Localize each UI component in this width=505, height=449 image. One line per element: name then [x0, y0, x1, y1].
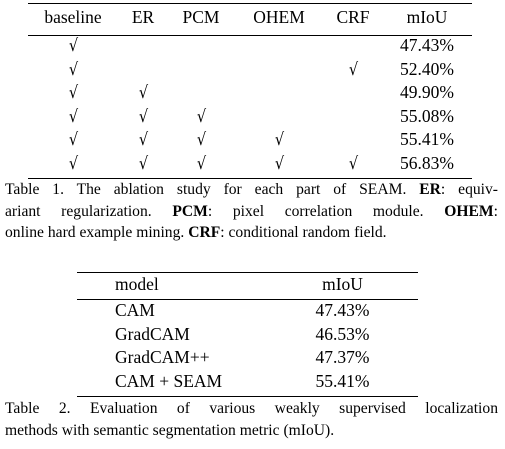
checkmark-icon: √: [138, 83, 148, 104]
table1-header-row: baseline ER PCM OHEM CRF mIoU: [28, 0, 472, 34]
header-model: model: [115, 274, 159, 294]
table1-miou-cell: 47.43%: [400, 35, 454, 56]
checkmark-icon: √: [68, 59, 78, 80]
table1-cell: √: [168, 152, 234, 176]
table2-miou-cell: 55.41%: [315, 370, 370, 391]
table2-row: GradCAM++ 47.37%: [77, 346, 418, 370]
caption-term-ohem: OHEM: [444, 202, 494, 220]
table1-header-rule: [28, 35, 472, 36]
table1-cell: √: [234, 152, 324, 176]
table2-model-cell: GradCAM++: [115, 347, 210, 368]
table1-cell: [234, 81, 324, 105]
table1-cell: [168, 58, 234, 82]
table1-cell: [324, 81, 382, 105]
table1-cell: [324, 34, 382, 58]
header-pcm: PCM: [182, 6, 220, 27]
checkmark-icon: √: [274, 130, 284, 151]
table2-caption: Table 2. Evaluation of various weakly su…: [5, 400, 498, 439]
checkmark-icon: √: [348, 59, 358, 80]
table1-miou-cell: 55.08%: [400, 105, 454, 126]
checkmark-icon: √: [138, 130, 148, 151]
table1-caption: Table 1. The ablation study for each par…: [5, 181, 498, 241]
ablation-table: baseline ER PCM OHEM CRF mIoU √ 47.43% √ √ 5…: [28, 0, 472, 175]
table1-row: √ √ √ √ 55.41%: [28, 128, 472, 152]
checkmark-icon: √: [68, 83, 78, 104]
table2-header-rule: [77, 299, 418, 300]
localization-table: model mIoU CAM 47.43% GradCAM 46.53% GradCAM…: [77, 270, 418, 393]
checkmark-icon: √: [68, 106, 78, 127]
table2-miou-cell: 47.37%: [315, 347, 370, 368]
table1-cell: √: [28, 105, 118, 129]
checkmark-icon: √: [196, 130, 206, 151]
table1-row: √ √ √ √ √ 56.83%: [28, 152, 472, 176]
table1-cell: [234, 58, 324, 82]
header-crf: CRF: [336, 6, 370, 27]
table1-cell: √: [118, 128, 168, 152]
table1-row: √ √ 49.90%: [28, 81, 472, 105]
table1-cell: [168, 81, 234, 105]
table1-cell: √: [168, 105, 234, 129]
table1-cell: [234, 34, 324, 58]
table2-row: CAM 47.43%: [77, 299, 418, 323]
table1-cell: √: [118, 81, 168, 105]
checkmark-icon: √: [274, 153, 284, 174]
header-ohem: OHEM: [253, 6, 305, 27]
table1-cell: [118, 58, 168, 82]
table1-top-rule: [28, 3, 472, 4]
table2-model-cell: GradCAM: [115, 323, 190, 344]
caption-term-crf: CRF: [188, 224, 221, 241]
table1-cell: √: [28, 128, 118, 152]
caption-term-er: ER: [419, 181, 441, 198]
table1-cell: [118, 34, 168, 58]
table1-miou-cell: 55.41%: [400, 129, 454, 150]
checkmark-icon: √: [196, 153, 206, 174]
table1-cell: √: [234, 128, 324, 152]
checkmark-icon: √: [196, 106, 206, 127]
table1-cell: √: [28, 152, 118, 176]
table2-top-rule: [77, 272, 418, 273]
table1-miou-cell: 56.83%: [400, 152, 454, 173]
table1-cell: √: [28, 34, 118, 58]
header-baseline: baseline: [44, 6, 102, 27]
table2-miou-cell: 47.43%: [315, 300, 370, 321]
checkmark-icon: √: [68, 130, 78, 151]
table1-cell: √: [118, 105, 168, 129]
table1-cell: √: [168, 128, 234, 152]
table1-cell: [234, 105, 324, 129]
table2-row: GradCAM 46.53%: [77, 323, 418, 347]
header-miou: mIoU: [406, 6, 448, 27]
table1-row: √ √ √ 55.08%: [28, 105, 472, 129]
header-er: ER: [131, 6, 155, 27]
table1-cell: √: [118, 152, 168, 176]
table1-miou-cell: 52.40%: [400, 58, 454, 79]
table1-row: √ 47.43%: [28, 34, 472, 58]
table1-row: √ √ 52.40%: [28, 58, 472, 82]
table1-cell: √: [324, 152, 382, 176]
table2-model-cell: CAM: [115, 300, 155, 321]
table1-cell: [324, 128, 382, 152]
table2-model-cell: CAM + SEAM: [115, 370, 223, 391]
table1-cell: √: [28, 58, 118, 82]
table2-row: CAM + SEAM 55.41%: [77, 370, 418, 394]
checkmark-icon: √: [138, 153, 148, 174]
table1-cell: √: [28, 81, 118, 105]
table2-header-row: model mIoU: [77, 270, 418, 299]
table2-miou-cell: 46.53%: [315, 323, 370, 344]
caption-term-pcm: PCM: [172, 202, 208, 220]
table1-cell: [168, 34, 234, 58]
table1-bottom-rule: [28, 178, 472, 179]
table1-cell: [324, 105, 382, 129]
table2-bottom-rule: [77, 396, 418, 397]
checkmark-icon: √: [348, 153, 358, 174]
header-miou: mIoU: [322, 274, 363, 294]
checkmark-icon: √: [68, 36, 78, 57]
table1-cell: √: [324, 58, 382, 82]
table1-miou-cell: 49.90%: [400, 82, 454, 103]
checkmark-icon: √: [138, 106, 148, 127]
checkmark-icon: √: [68, 153, 78, 174]
